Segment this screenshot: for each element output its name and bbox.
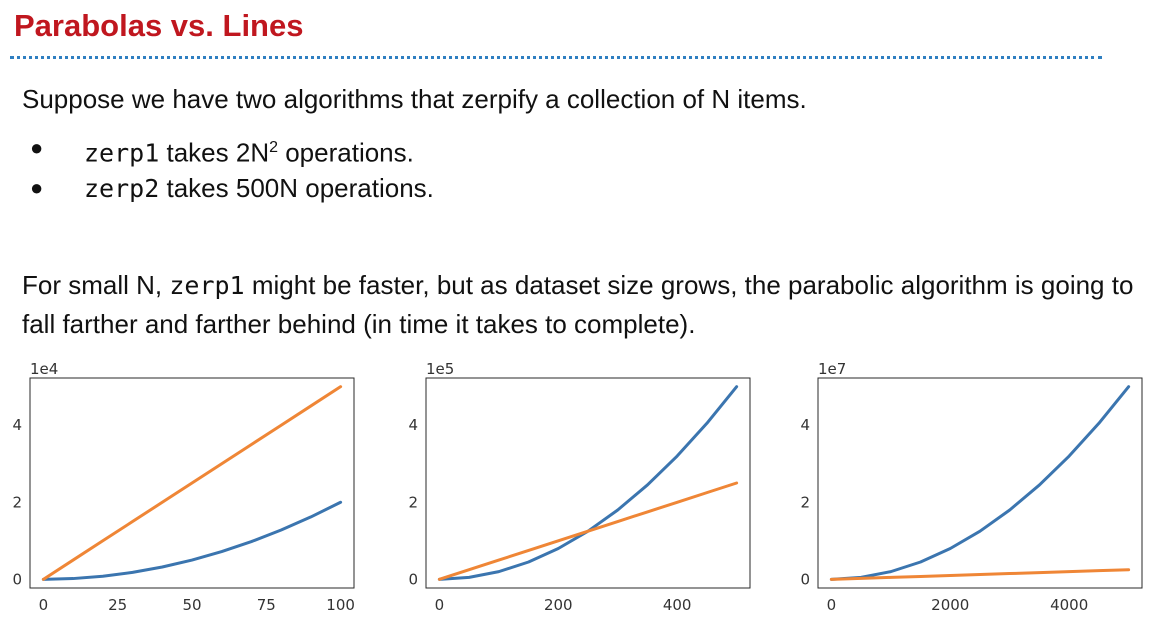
bullet-text-end: operations. <box>278 137 414 168</box>
chart-svg: 1e4 0 2 4 0 25 50 75 100 <box>12 360 355 614</box>
y-tick-label: 0 <box>12 570 22 588</box>
bullet-exponent: 2 <box>269 139 278 156</box>
title-divider <box>10 56 1102 59</box>
bullet-text: takes 500N operations. <box>159 173 434 203</box>
series-line-parabola <box>829 385 1131 581</box>
axis-scale-label: 1e7 <box>818 360 846 378</box>
plot-frame <box>817 377 1143 589</box>
x-tick-label: 0 <box>827 596 837 614</box>
x-tick-label: 100 <box>326 596 355 614</box>
series-line-parabola <box>41 500 343 581</box>
series-line-linear <box>41 385 343 581</box>
series-line-linear <box>829 568 1131 581</box>
conclusion-paragraph: For small N, zerp1 might be faster, but … <box>22 266 1142 343</box>
chart-medium-n: 1e5 0 2 4 0 200 400 <box>396 356 756 618</box>
axis-scale-label: 1e5 <box>426 360 454 378</box>
x-tick-label: 2000 <box>931 596 969 614</box>
y-tick-label: 2 <box>12 493 22 511</box>
bullet-dot-icon: ● <box>30 135 44 160</box>
bullet-code: zerp2 <box>84 174 160 203</box>
chart-svg: 1e7 0 2 4 0 2000 4000 <box>800 360 1143 614</box>
x-tick-label: 400 <box>663 596 692 614</box>
x-tick-label: 25 <box>108 596 127 614</box>
x-tick-label: 0 <box>435 596 445 614</box>
bullet-text: takes 2N <box>159 137 270 168</box>
paragraph-text-end: might be faster, but as dataset size gro… <box>22 270 1134 339</box>
chart-large-n: 1e7 0 2 4 0 2000 4000 <box>788 356 1148 618</box>
x-tick-label: 0 <box>39 596 49 614</box>
y-tick-label: 0 <box>408 570 418 588</box>
chart-svg: 1e5 0 2 4 0 200 400 <box>408 360 751 614</box>
y-tick-label: 2 <box>408 493 418 511</box>
x-tick-label: 75 <box>257 596 276 614</box>
x-tick-label: 200 <box>544 596 573 614</box>
axis-scale-label: 1e4 <box>30 360 58 378</box>
chart-small-n: 1e4 0 2 4 0 25 50 75 100 <box>0 356 360 618</box>
y-tick-label: 4 <box>800 416 810 434</box>
y-tick-label: 4 <box>12 416 22 434</box>
plot-frame <box>425 377 751 589</box>
x-tick-label: 50 <box>182 596 201 614</box>
paragraph-code: zerp1 <box>169 271 245 300</box>
y-tick-label: 2 <box>800 493 810 511</box>
paragraph-text-start: For small N, <box>22 270 170 300</box>
algorithm-list: ● zerp1 takes 2N2 operations. ● zerp2 ta… <box>22 128 434 208</box>
bullet-code: zerp1 <box>84 138 160 168</box>
intro-text: Suppose we have two algorithms that zerp… <box>22 84 807 114</box>
series-line-linear <box>437 481 739 581</box>
y-tick-label: 4 <box>408 416 418 434</box>
bullet-zerp2: ● zerp2 takes 500N operations. <box>22 168 434 208</box>
bullet-dot-icon: ● <box>30 175 44 200</box>
x-tick-label: 4000 <box>1050 596 1088 614</box>
bullet-zerp1: ● zerp1 takes 2N2 operations. <box>22 128 434 168</box>
y-tick-label: 0 <box>800 570 810 588</box>
slide-title: Parabolas vs. Lines <box>14 8 304 43</box>
